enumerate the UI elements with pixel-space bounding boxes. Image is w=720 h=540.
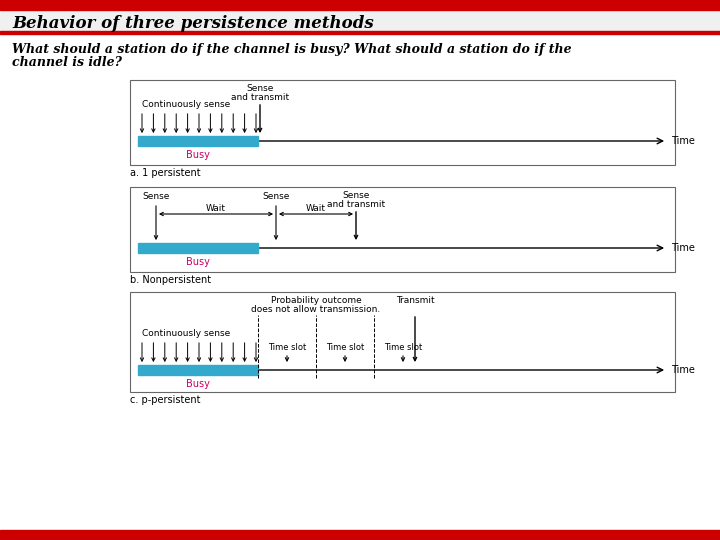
Bar [0, 0, 720, 32]
Text: Sense: Sense [143, 192, 170, 201]
Bar [138, 365, 258, 375]
Text: Continuously sense: Continuously sense [142, 329, 230, 338]
Text: Time: Time [671, 136, 695, 146]
Text: Behavior of three persistence methods: Behavior of three persistence methods [12, 16, 374, 32]
Text: channel is idle?: channel is idle? [12, 56, 122, 69]
Text: Sense: Sense [262, 192, 289, 201]
Bar [130, 187, 675, 272]
Text: Time slot: Time slot [268, 343, 306, 352]
Text: Wait: Wait [206, 204, 226, 213]
Bar [130, 292, 675, 392]
Bar [130, 80, 675, 165]
Text: Busy: Busy [186, 379, 210, 389]
Text: Time: Time [671, 243, 695, 253]
Bar [138, 243, 258, 253]
Text: b. Nonpersistent: b. Nonpersistent [130, 275, 211, 285]
Text: Sense: Sense [246, 84, 274, 93]
Bar [0, 530, 720, 540]
Text: a. 1 persistent: a. 1 persistent [130, 168, 201, 178]
Bar [0, 0, 720, 10]
Text: Transmit: Transmit [396, 296, 434, 305]
Text: Wait: Wait [306, 204, 326, 213]
Text: Busy: Busy [186, 257, 210, 267]
Text: Time slot: Time slot [384, 343, 422, 352]
Text: and transmit: and transmit [327, 200, 385, 209]
Text: does not allow transmission.: does not allow transmission. [251, 305, 381, 314]
Text: and transmit: and transmit [231, 93, 289, 102]
Text: c. p-persistent: c. p-persistent [130, 395, 200, 405]
Text: Time slot: Time slot [326, 343, 364, 352]
Text: Busy: Busy [186, 150, 210, 160]
Text: Probability outcome: Probability outcome [271, 296, 361, 305]
Bar [138, 136, 258, 146]
Text: What should a station do if the channel is busy? What should a station do if the: What should a station do if the channel … [12, 44, 572, 57]
Bar [0, 31, 720, 34]
Text: Time: Time [671, 365, 695, 375]
Text: Sense: Sense [342, 191, 369, 200]
Text: Continuously sense: Continuously sense [142, 100, 230, 109]
